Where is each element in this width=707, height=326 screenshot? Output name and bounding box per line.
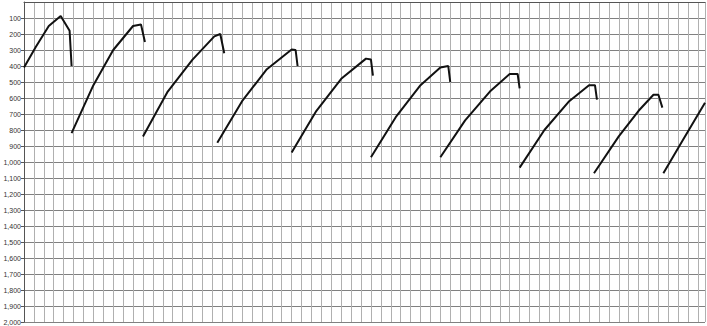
svg-text:1,600: 1,600 bbox=[3, 255, 21, 262]
svg-text:900: 900 bbox=[9, 143, 21, 150]
svg-text:2,000: 2,000 bbox=[3, 319, 21, 326]
svg-text:1,000: 1,000 bbox=[3, 159, 21, 166]
svg-text:1,500: 1,500 bbox=[3, 239, 21, 246]
svg-text:1,300: 1,300 bbox=[3, 207, 21, 214]
svg-text:700: 700 bbox=[9, 111, 21, 118]
svg-text:300: 300 bbox=[9, 47, 21, 54]
svg-text:1,900: 1,900 bbox=[3, 303, 21, 310]
svg-text:500: 500 bbox=[9, 79, 21, 86]
svg-text:1,700: 1,700 bbox=[3, 271, 21, 278]
svg-text:1,200: 1,200 bbox=[3, 191, 21, 198]
svg-text:100: 100 bbox=[9, 15, 21, 22]
svg-text:800: 800 bbox=[9, 127, 21, 134]
svg-text:400: 400 bbox=[9, 63, 21, 70]
svg-text:1,400: 1,400 bbox=[3, 223, 21, 230]
svg-text:1,100: 1,100 bbox=[3, 175, 21, 182]
svg-text:600: 600 bbox=[9, 95, 21, 102]
svg-text:200: 200 bbox=[9, 31, 21, 38]
svg-text:1,800: 1,800 bbox=[3, 287, 21, 294]
